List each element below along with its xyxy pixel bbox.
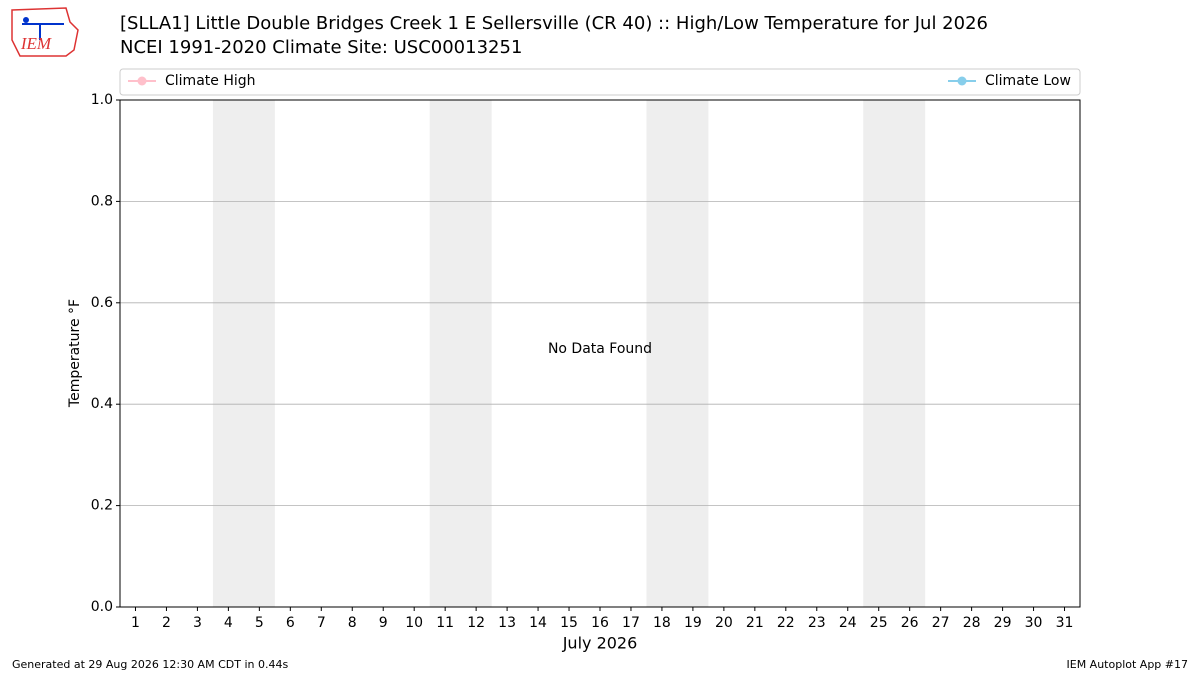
chart-subtitle: NCEI 1991-2020 Climate Site: USC00013251 (120, 37, 522, 58)
y-tick-label: 0.0 (91, 599, 113, 615)
x-tick-label: 13 (498, 615, 516, 631)
legend-marker (137, 76, 147, 86)
x-tick-label: 8 (348, 615, 357, 631)
x-tick-label: 17 (622, 615, 640, 631)
y-tick-label: 0.2 (91, 498, 113, 514)
x-tick-label: 18 (653, 615, 671, 631)
x-tick-label: 28 (963, 615, 981, 631)
weekend-shade (646, 100, 709, 607)
x-tick-label: 15 (560, 615, 578, 631)
chart-title: [SLLA1] Little Double Bridges Creek 1 E … (120, 13, 988, 34)
weekend-shade (863, 100, 926, 607)
x-tick-label: 21 (746, 615, 764, 631)
x-tick-label: 24 (839, 615, 857, 631)
x-tick-label: 19 (684, 615, 702, 631)
x-tick-label: 7 (317, 615, 326, 631)
y-tick-label: 0.4 (91, 396, 113, 412)
x-tick-label: 3 (193, 615, 202, 631)
x-tick-label: 10 (405, 615, 423, 631)
x-tick-label: 22 (777, 615, 795, 631)
logo: IEM (11, 7, 79, 57)
x-tick-label: 11 (436, 615, 454, 631)
legend-box (119, 68, 1081, 96)
x-tick-label: 6 (286, 615, 295, 631)
weekend-shade (212, 100, 275, 607)
x-tick-label: 30 (1025, 615, 1043, 631)
x-tick-label: 23 (808, 615, 826, 631)
annotation: No Data Found (548, 341, 652, 357)
weekend-shade (429, 100, 492, 607)
x-tick-label: 26 (901, 615, 919, 631)
x-tick-label: 14 (529, 615, 547, 631)
x-tick-label: 1 (131, 615, 140, 631)
footer-left: Generated at 29 Aug 2026 12:30 AM CDT in… (12, 658, 288, 671)
x-axis-label: July 2026 (562, 634, 638, 653)
legend-label: Climate High (165, 73, 256, 89)
x-tick-label: 16 (591, 615, 609, 631)
x-tick-label: 12 (467, 615, 485, 631)
x-tick-label: 5 (255, 615, 264, 631)
x-tick-label: 4 (224, 615, 233, 631)
x-tick-label: 27 (932, 615, 950, 631)
legend-marker (957, 76, 967, 86)
y-tick-label: 0.8 (91, 193, 113, 209)
x-tick-label: 9 (379, 615, 388, 631)
y-axis-label: Temperature °F (67, 299, 83, 408)
logo-text: IEM (20, 34, 52, 53)
x-tick-label: 2 (162, 615, 171, 631)
legend-label: Climate Low (985, 73, 1071, 89)
x-tick-label: 29 (994, 615, 1012, 631)
x-tick-label: 20 (715, 615, 733, 631)
y-tick-label: 0.6 (91, 295, 113, 311)
footer-right: IEM Autoplot App #17 (1067, 658, 1189, 671)
y-tick-label: 1.0 (91, 92, 113, 108)
x-tick-label: 31 (1056, 615, 1074, 631)
x-tick-label: 25 (870, 615, 888, 631)
